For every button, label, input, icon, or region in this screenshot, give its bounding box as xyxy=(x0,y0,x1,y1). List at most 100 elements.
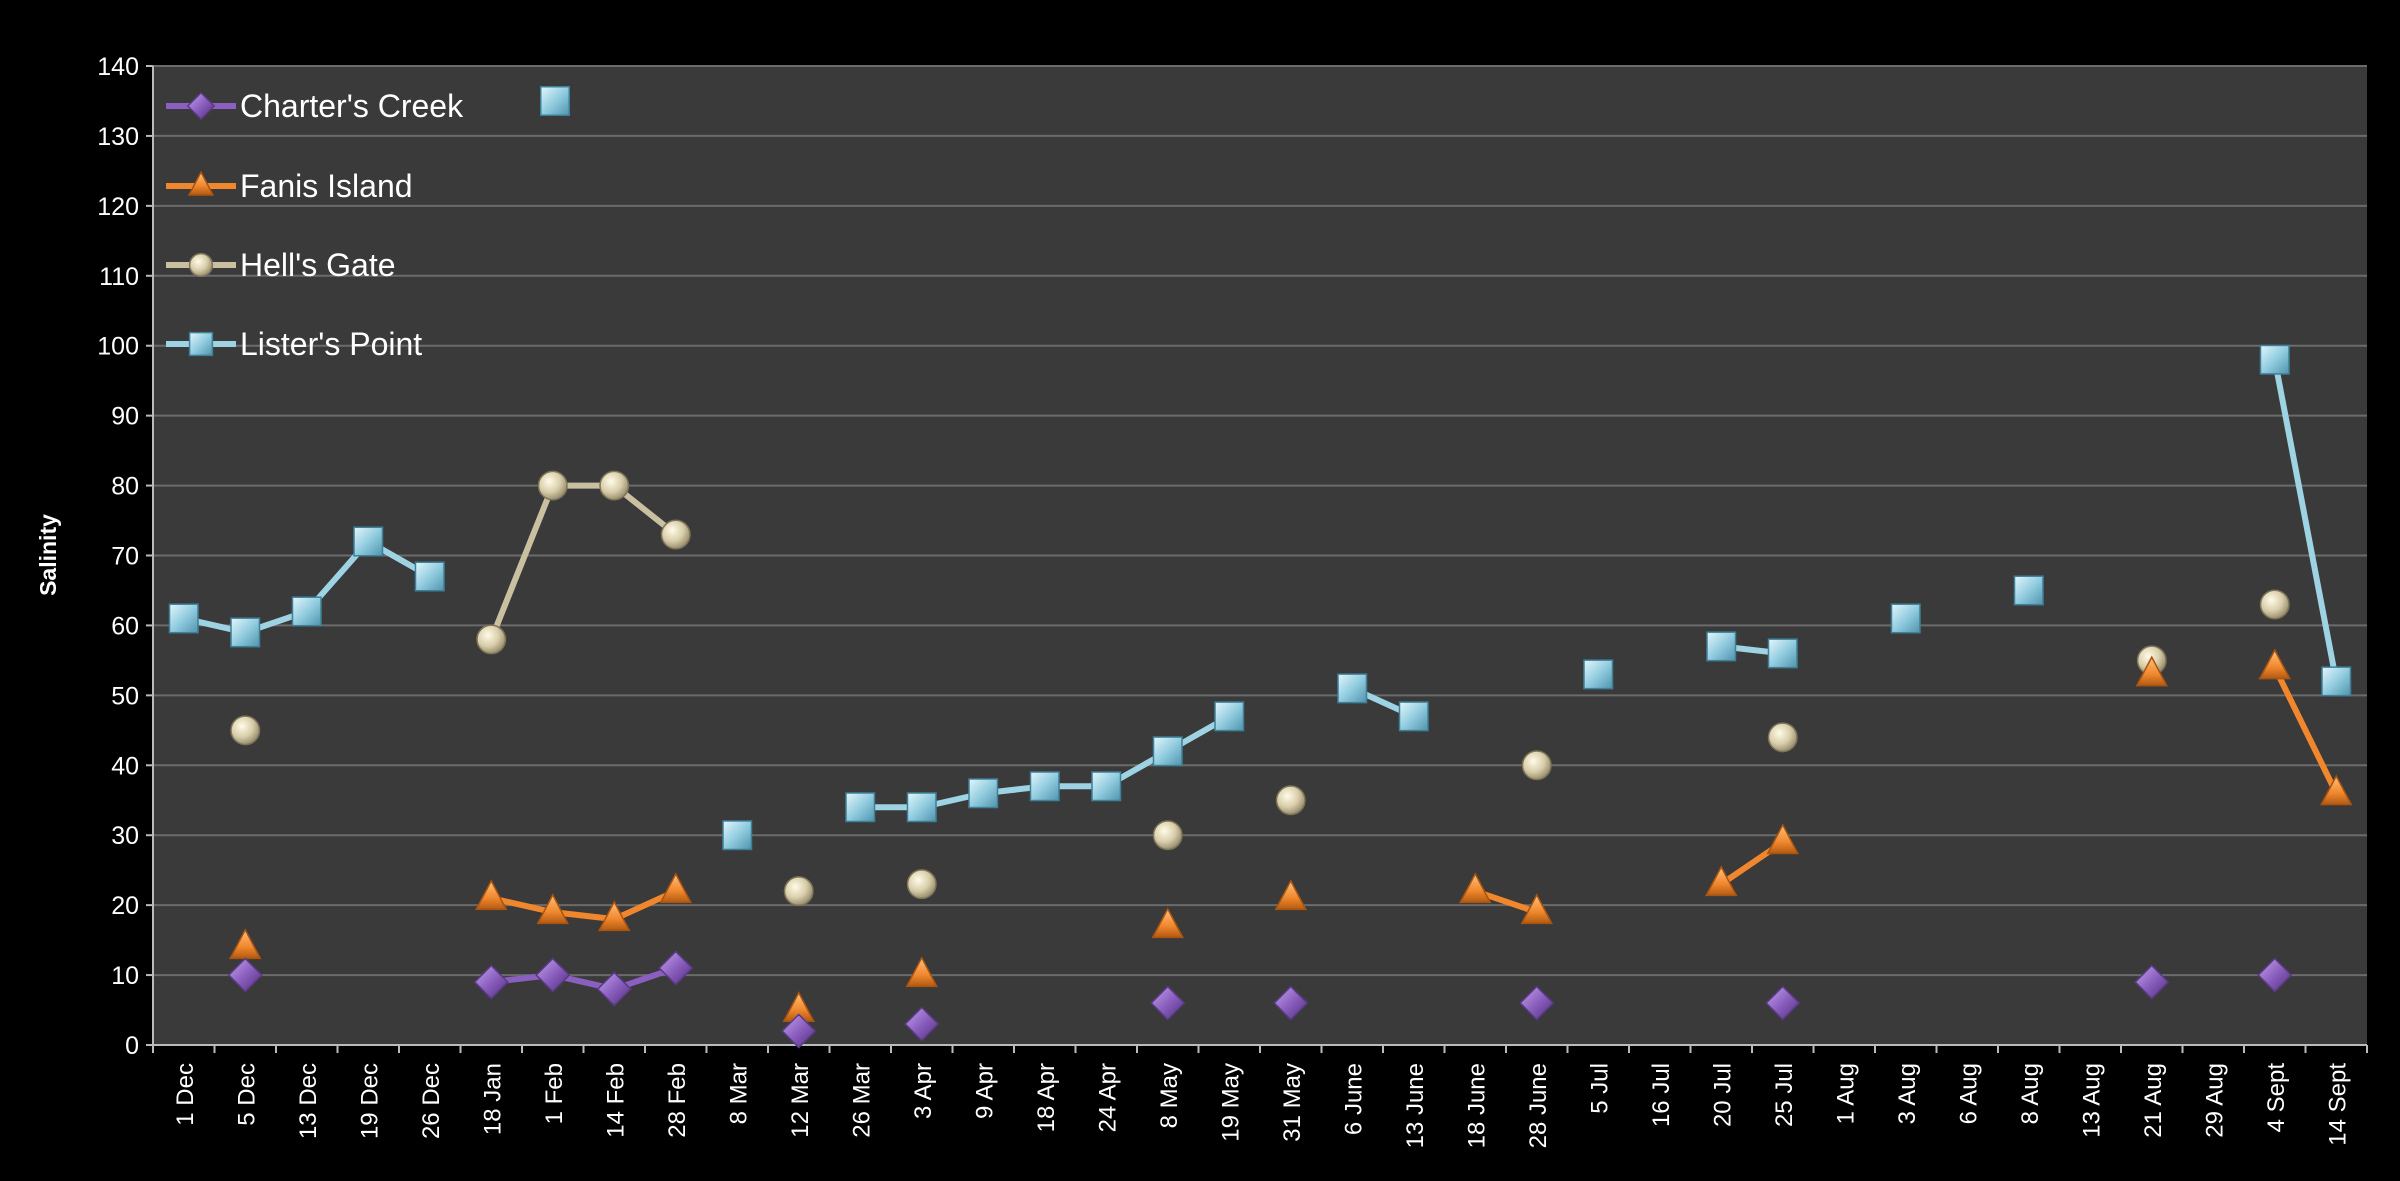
legend-item: Fanis Island xyxy=(166,168,413,204)
y-tick-label: 30 xyxy=(111,822,139,850)
x-tick-label: 25 Jul xyxy=(1771,1063,1798,1127)
data-point xyxy=(1152,736,1183,767)
series-line-segment xyxy=(2271,664,2340,797)
y-tick-label: 100 xyxy=(97,333,139,361)
data-point xyxy=(1705,865,1738,897)
x-tick-label: 6 June xyxy=(1340,1063,1367,1135)
data-point xyxy=(968,778,999,809)
x-tick-label: 28 June xyxy=(1525,1063,1552,1148)
legend-marker xyxy=(188,331,214,357)
data-point xyxy=(1767,722,1798,753)
y-tick-label: 80 xyxy=(111,473,139,501)
legend-item: Lister's Point xyxy=(166,326,422,362)
data-point xyxy=(535,957,571,993)
x-tick-label: 1 Feb xyxy=(541,1063,568,1124)
x-tick-label: 12 Mar xyxy=(787,1063,814,1138)
x-tick-label: 9 Apr xyxy=(971,1063,998,1119)
data-point xyxy=(2320,774,2353,806)
x-tick-label: 14 Sept xyxy=(2324,1063,2351,1146)
legend-marker xyxy=(188,252,214,278)
data-point xyxy=(1152,820,1183,851)
data-point xyxy=(1150,985,1186,1021)
y-axis-title: Salinity xyxy=(35,514,61,596)
data-point xyxy=(2259,589,2290,620)
axes: 0 10 20 30 40 50 60 70 80 90 100 110 120 130 140 1 Dec 5… xyxy=(97,53,2368,1148)
data-point xyxy=(1583,659,1614,690)
data-point xyxy=(658,950,694,986)
x-tick-label: 13 June xyxy=(1402,1063,1429,1148)
legend-extra-marker xyxy=(540,86,570,116)
data-point xyxy=(596,971,632,1007)
x-tick-label: 1 Dec xyxy=(172,1063,199,1126)
data-point xyxy=(353,526,384,557)
data-point xyxy=(1151,907,1184,939)
data-point xyxy=(475,879,508,911)
x-tick-label: 24 Apr xyxy=(1094,1063,1121,1132)
legend-label: Lister's Point xyxy=(240,326,422,362)
data-point xyxy=(1214,701,1245,732)
data-point xyxy=(1273,985,1309,1021)
data-point xyxy=(1520,893,1553,925)
x-tick-label: 8 Mar xyxy=(725,1063,752,1124)
legend-label: Hell's Gate xyxy=(240,247,396,283)
data-point xyxy=(905,956,938,988)
data-point xyxy=(1519,985,1555,1021)
data-point xyxy=(1767,638,1798,669)
y-tick-label: 60 xyxy=(111,612,139,640)
legend: Charter's Creek Fanis Island Hell's Gate Li… xyxy=(166,86,570,362)
data-point xyxy=(1029,771,1060,802)
x-tick-label: 31 May xyxy=(1279,1063,1306,1142)
data-point xyxy=(230,715,261,746)
x-tick-label: 19 Dec xyxy=(356,1063,383,1139)
data-point xyxy=(598,900,631,932)
series-1 xyxy=(229,648,2353,1023)
data-point xyxy=(1275,785,1306,816)
data-point xyxy=(722,820,753,851)
x-tick-label: 28 Feb xyxy=(664,1063,691,1138)
data-point xyxy=(781,1013,817,1049)
data-point xyxy=(1706,631,1737,662)
data-point xyxy=(845,792,876,823)
x-tick-label: 5 Jul xyxy=(1586,1063,1613,1114)
data-point xyxy=(536,893,569,925)
y-tick-label: 10 xyxy=(111,962,139,990)
data-point xyxy=(906,792,937,823)
data-point xyxy=(227,957,263,993)
legend-item: Charter's Creek xyxy=(166,88,464,124)
legend-label: Fanis Island xyxy=(240,168,413,204)
x-tick-label: 19 May xyxy=(1217,1063,1244,1142)
x-tick-label: 18 Jan xyxy=(479,1063,506,1135)
data-point xyxy=(906,869,937,900)
data-point xyxy=(1521,750,1552,781)
x-tick-label: 8 May xyxy=(1156,1063,1183,1128)
x-tick-label: 3 Apr xyxy=(910,1063,937,1119)
x-tick-label: 26 Mar xyxy=(848,1063,875,1138)
data-point xyxy=(1398,701,1429,732)
y-tick-label: 50 xyxy=(111,682,139,710)
series-line-segment xyxy=(2271,356,2340,685)
y-tick-label: 120 xyxy=(97,193,139,221)
data-point xyxy=(1459,872,1492,904)
data-point xyxy=(660,519,691,550)
series-layer xyxy=(168,344,2353,1049)
y-tick-label: 110 xyxy=(99,263,139,291)
y-tick-label: 130 xyxy=(97,123,139,151)
data-point xyxy=(659,872,692,904)
data-point xyxy=(2257,957,2293,993)
data-point xyxy=(2258,648,2291,680)
legend-marker xyxy=(186,91,216,121)
x-tick-label: 13 Dec xyxy=(295,1063,322,1139)
data-point xyxy=(1337,673,1368,704)
y-tick-label: 90 xyxy=(111,403,139,431)
data-point xyxy=(230,617,261,648)
data-point xyxy=(2134,964,2170,1000)
data-point xyxy=(537,470,568,501)
x-tick-label: 21 Aug xyxy=(2140,1063,2167,1138)
x-tick-label: 6 Aug xyxy=(1955,1063,1982,1124)
x-tick-label: 13 Aug xyxy=(2078,1063,2105,1138)
x-tick-label: 1 Aug xyxy=(1832,1063,1859,1124)
y-tick-label: 70 xyxy=(111,543,139,571)
data-point xyxy=(1890,603,1921,634)
series-line-segment xyxy=(488,482,556,643)
x-tick-label: 3 Aug xyxy=(1894,1063,1921,1124)
